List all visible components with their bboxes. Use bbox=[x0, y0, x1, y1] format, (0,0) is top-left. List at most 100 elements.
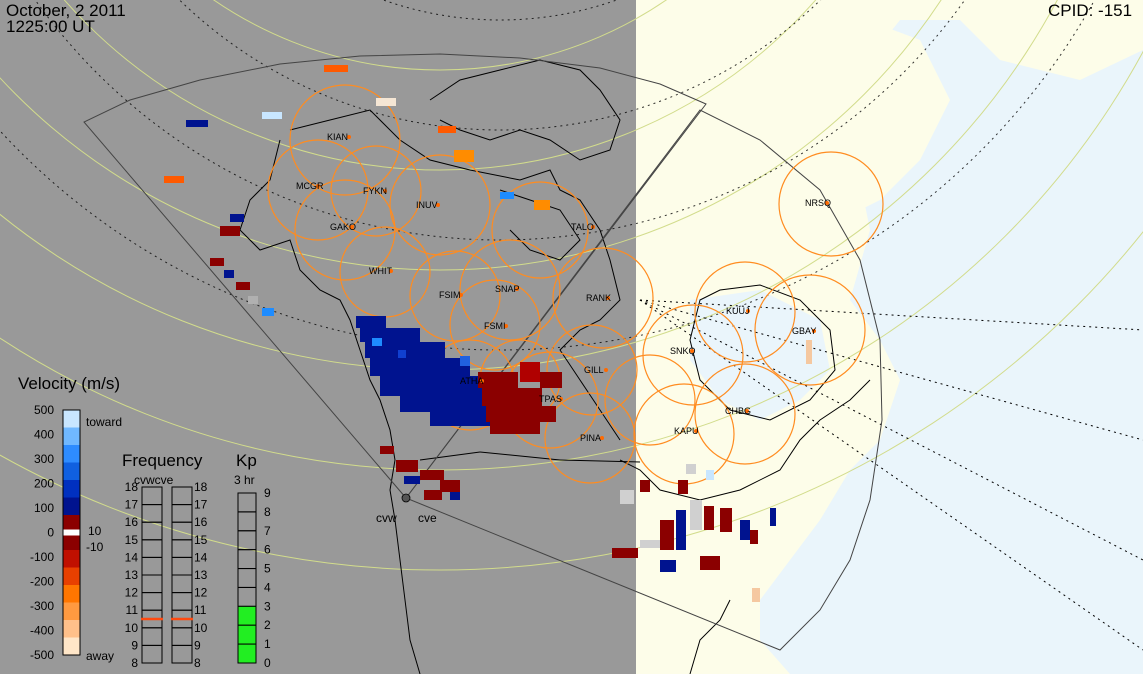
station-dot bbox=[591, 225, 595, 229]
station-fov-circle bbox=[267, 139, 369, 241]
velocity-title: Velocity (m/s) bbox=[18, 374, 120, 393]
station-label: GBAY bbox=[792, 326, 816, 336]
coastline bbox=[429, 59, 621, 161]
station-label: RANK bbox=[586, 293, 611, 303]
station-dot bbox=[812, 329, 816, 333]
day-side-land bbox=[636, 0, 1143, 674]
cvw-field-of-view bbox=[83, 53, 707, 499]
kp-tick-label: 1 bbox=[264, 637, 271, 651]
station-label: PINA bbox=[580, 433, 601, 443]
station-label: KUUJ bbox=[726, 306, 750, 316]
date-label: October, 2 2011 bbox=[6, 1, 126, 20]
velocity-cell bbox=[478, 372, 518, 388]
station-label: SNKQ bbox=[670, 346, 696, 356]
station-fov-circle bbox=[491, 181, 589, 279]
latitude-circle bbox=[0, 230, 1143, 571]
kp-tick-label: 4 bbox=[264, 580, 271, 594]
frequency-tick-right: 8 bbox=[194, 656, 201, 670]
cve-field-of-view bbox=[405, 109, 883, 651]
velocity-cell bbox=[752, 588, 760, 602]
kp-tick-label: 7 bbox=[264, 524, 271, 538]
velocity-cell bbox=[704, 506, 714, 530]
velocity-cell bbox=[534, 200, 550, 210]
station-fov-circle bbox=[330, 145, 422, 237]
time-label: 1225:00 UT bbox=[6, 17, 95, 36]
velocity-cell bbox=[376, 98, 396, 106]
station-dot bbox=[347, 135, 351, 139]
station-dot bbox=[745, 409, 749, 413]
station-dot bbox=[690, 349, 694, 353]
velocity-cell bbox=[324, 65, 348, 72]
velocity-tick-label: -100 bbox=[30, 550, 54, 564]
station-fov-circle bbox=[389, 154, 491, 256]
frequency-bar-cvw bbox=[141, 644, 163, 664]
velocity-cell bbox=[486, 406, 556, 422]
frequency-tick-right: 11 bbox=[194, 603, 207, 617]
away-label: away bbox=[86, 649, 114, 663]
station-dot bbox=[480, 379, 484, 383]
station-label: FYKN bbox=[363, 186, 387, 196]
frequency-bar-cve bbox=[171, 627, 193, 646]
frequency-title: Frequency bbox=[122, 451, 203, 470]
kp-tick-label: 9 bbox=[264, 486, 271, 500]
kp-bar-segment bbox=[237, 643, 257, 664]
station-fov-circle bbox=[604, 354, 696, 446]
legends: Velocity (m/s)5004003002001000-100-200-3… bbox=[18, 374, 271, 670]
velocity-color-segment bbox=[63, 585, 80, 603]
velocity-color-segment bbox=[63, 620, 80, 638]
velocity-cell bbox=[806, 340, 812, 364]
kp-tick-label: 0 bbox=[264, 656, 271, 670]
station-label: SNAP bbox=[495, 284, 520, 294]
velocity-cell bbox=[220, 226, 240, 236]
velocity-cell bbox=[380, 446, 394, 454]
velocity-cell bbox=[262, 112, 282, 119]
velocity-color-segment bbox=[63, 462, 80, 481]
border-line bbox=[419, 451, 481, 461]
meridian-line bbox=[639, 299, 1143, 561]
station-label: GAKO bbox=[330, 222, 356, 232]
velocity-cell bbox=[438, 126, 456, 133]
frequency-tick-left: 16 bbox=[125, 515, 139, 529]
frequency-bar-cvw bbox=[141, 504, 163, 523]
velocity-cell bbox=[400, 396, 490, 412]
station-dot bbox=[559, 397, 563, 401]
frequency-tick-left: 12 bbox=[125, 586, 139, 600]
station-dot bbox=[746, 309, 750, 313]
coastline bbox=[689, 599, 731, 674]
frequency-tick-left: 8 bbox=[131, 656, 138, 670]
border-line bbox=[559, 459, 641, 463]
latitude-circle bbox=[213, 0, 667, 71]
frequency-bar-cvw bbox=[141, 592, 163, 611]
velocity-cell bbox=[262, 308, 274, 316]
meridian-line bbox=[639, 299, 1143, 651]
frequency-bar-cvw bbox=[141, 486, 163, 506]
velocity-color-segment bbox=[63, 550, 80, 568]
frequency-tick-right: 14 bbox=[194, 550, 208, 564]
station-label: ATHA bbox=[460, 376, 483, 386]
radar-fields-of-view bbox=[83, 53, 883, 651]
frequency-tick-right: 18 bbox=[194, 480, 208, 494]
velocity-cell bbox=[356, 316, 386, 328]
frequency-bar-cve bbox=[171, 574, 193, 594]
frequency-tick-right: 9 bbox=[194, 638, 201, 652]
frequency-bar-cvw bbox=[141, 627, 163, 646]
velocity-color-segment bbox=[63, 497, 80, 516]
velocity-tick-label: 300 bbox=[34, 452, 54, 466]
station-fov-circle bbox=[544, 392, 636, 484]
frequency-tick-right: 15 bbox=[194, 533, 208, 547]
station-labels: KIAN MCGR FYKN INUV GAKO WHIT TALO FSIM SNAP RANK… bbox=[296, 132, 831, 525]
station-label: TALO bbox=[571, 222, 594, 232]
kp-bar-segment bbox=[237, 605, 257, 626]
station-fov-circle bbox=[694, 363, 796, 465]
velocity-cell bbox=[450, 492, 460, 500]
station-dot bbox=[604, 368, 608, 372]
velocity-cell bbox=[676, 510, 686, 550]
kp-bar-segment bbox=[237, 511, 257, 532]
velocity-cell bbox=[398, 350, 406, 358]
station-fov-circle bbox=[546, 324, 638, 416]
border-line bbox=[479, 451, 561, 461]
frequency-tick-left: 13 bbox=[125, 568, 139, 582]
station-label: MCGR bbox=[296, 181, 324, 191]
station-dot bbox=[825, 201, 829, 205]
